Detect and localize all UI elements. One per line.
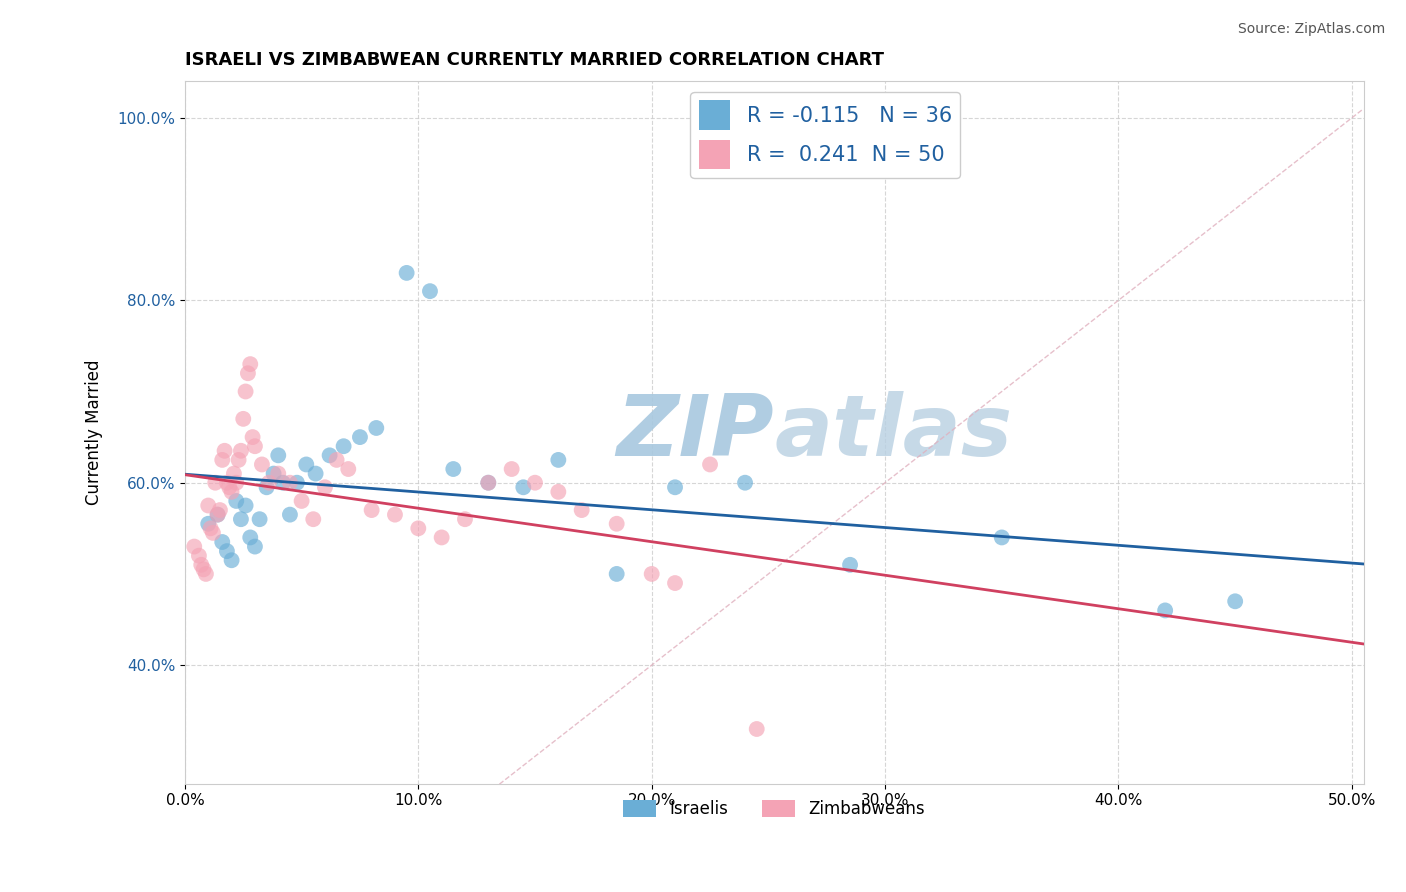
Point	[243, 540, 266, 554]
Point	[304, 467, 326, 481]
Point	[547, 484, 569, 499]
Text: atlas: atlas	[775, 391, 1012, 474]
Point	[699, 458, 721, 472]
Point	[991, 531, 1014, 545]
Point	[232, 412, 254, 426]
Point	[332, 439, 354, 453]
Point	[366, 421, 388, 435]
Point	[235, 499, 257, 513]
Point	[337, 462, 360, 476]
Point	[222, 467, 245, 481]
Point	[419, 284, 441, 298]
Point	[211, 535, 233, 549]
Point	[454, 512, 477, 526]
Point	[236, 366, 259, 380]
Point	[249, 512, 271, 526]
Point	[278, 475, 301, 490]
Point	[606, 566, 628, 581]
Point	[664, 576, 686, 591]
Point	[395, 266, 418, 280]
Point	[734, 475, 756, 490]
Point	[183, 540, 205, 554]
Point	[229, 443, 252, 458]
Point	[221, 553, 243, 567]
Point	[193, 562, 215, 576]
Point	[512, 480, 534, 494]
Point	[257, 475, 280, 490]
Point	[291, 494, 314, 508]
Point	[235, 384, 257, 399]
Point	[1225, 594, 1247, 608]
Point	[477, 475, 499, 490]
Point	[325, 453, 347, 467]
Point	[225, 494, 247, 508]
Point	[256, 480, 278, 494]
Point	[360, 503, 382, 517]
Point	[441, 462, 464, 476]
Point	[207, 508, 229, 522]
Point	[204, 475, 226, 490]
Point	[547, 453, 569, 467]
Point	[314, 480, 336, 494]
Point	[214, 443, 236, 458]
Point	[664, 480, 686, 494]
Point	[302, 512, 325, 526]
Point	[267, 467, 290, 481]
Point	[207, 508, 229, 522]
Text: Source: ZipAtlas.com: Source: ZipAtlas.com	[1237, 22, 1385, 37]
Point	[839, 558, 862, 572]
Text: ZIP: ZIP	[617, 391, 775, 474]
Point	[278, 508, 301, 522]
Point	[187, 549, 209, 563]
Point	[384, 508, 406, 522]
Point	[641, 566, 664, 581]
Point	[239, 357, 262, 371]
Point	[197, 499, 219, 513]
Point	[215, 475, 238, 490]
Point	[242, 430, 264, 444]
Point	[250, 458, 273, 472]
Point	[1154, 603, 1177, 617]
Point	[215, 544, 238, 558]
Point	[524, 475, 547, 490]
Point	[239, 531, 262, 545]
Point	[221, 484, 243, 499]
Text: ISRAELI VS ZIMBABWEAN CURRENTLY MARRIED CORRELATION CHART: ISRAELI VS ZIMBABWEAN CURRENTLY MARRIED …	[186, 51, 884, 69]
Point	[228, 453, 250, 467]
Point	[211, 453, 233, 467]
Point	[263, 467, 285, 481]
Point	[267, 448, 290, 462]
Legend: Israelis, Zimbabweans: Israelis, Zimbabweans	[616, 793, 932, 824]
Point	[318, 448, 340, 462]
Point	[225, 475, 247, 490]
Point	[208, 503, 231, 517]
Point	[477, 475, 499, 490]
Point	[295, 458, 318, 472]
Point	[190, 558, 212, 572]
Point	[571, 503, 593, 517]
Y-axis label: Currently Married: Currently Married	[86, 359, 103, 505]
Point	[430, 531, 453, 545]
Point	[745, 722, 768, 736]
Point	[501, 462, 523, 476]
Point	[200, 521, 222, 535]
Point	[408, 521, 430, 535]
Point	[197, 516, 219, 531]
Point	[201, 525, 224, 540]
Point	[218, 480, 240, 494]
Point	[229, 512, 252, 526]
Point	[271, 475, 294, 490]
Point	[194, 566, 217, 581]
Point	[243, 439, 266, 453]
Point	[606, 516, 628, 531]
Point	[349, 430, 371, 444]
Point	[285, 475, 308, 490]
